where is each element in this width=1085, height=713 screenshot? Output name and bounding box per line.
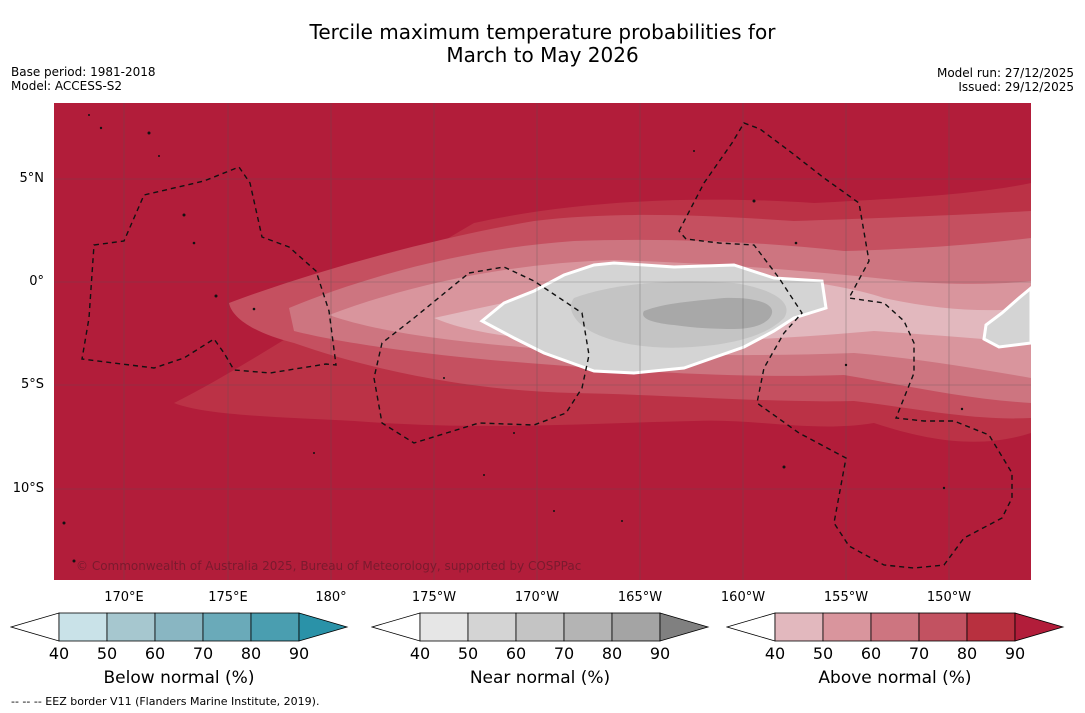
legend-near-tick: 60 (505, 644, 527, 663)
legend-below-label: Below normal (%) (103, 668, 255, 688)
legend-below-swatch-2 (106, 612, 156, 642)
legend-above-tick: 50 (812, 644, 834, 663)
eez-borders (81, 122, 1013, 569)
legend-above-swatch-0 (726, 612, 776, 642)
lat-label-0: 0° (29, 274, 44, 289)
legend-below-tick: 70 (192, 644, 214, 663)
lon-label-160w: 160°W (720, 590, 766, 605)
legend-near-label: Near normal (%) (469, 668, 611, 688)
near-normal-region-east (982, 286, 1031, 349)
legend-above-tick: 70 (908, 644, 930, 663)
legend-near-swatch-6 (659, 612, 710, 642)
legend-above-label: Above normal (%) (818, 668, 972, 688)
legend-above-swatch-3 (870, 612, 920, 642)
lon-label-175e: 175°E (208, 590, 248, 605)
legend-near-swatch-3 (515, 612, 565, 642)
legend-below-tick: 60 (144, 644, 166, 663)
legend-below-tick: 50 (96, 644, 118, 663)
legend-above-tick: 90 (1004, 644, 1026, 663)
probability-map: © Commonwealth of Australia 2025, Bureau… (54, 103, 1031, 580)
lon-label-150w: 150°W (926, 590, 972, 605)
legend-above-swatch-5 (966, 612, 1016, 642)
legend-near-swatch-5 (611, 612, 661, 642)
legend-below-swatch-5 (250, 612, 300, 642)
title-line-1: Tercile maximum temperature probabilitie… (309, 20, 776, 44)
legend-below-swatch-4 (202, 612, 252, 642)
lon-label-170w: 170°W (514, 590, 560, 605)
legend-bar-above (726, 612, 1065, 642)
islands (62, 114, 964, 563)
legend-near-tick: 80 (601, 644, 623, 663)
legend-above-swatch-4 (918, 612, 968, 642)
legend-near-swatch-2 (467, 612, 517, 642)
eez-tokelau (373, 266, 590, 444)
chart-title: Tercile maximum temperature probabilitie… (0, 21, 1085, 67)
legend-near-swatch-4 (563, 612, 613, 642)
legend-below-swatch-6 (298, 612, 349, 642)
legend-near-tick: 50 (457, 644, 479, 663)
near-band-70 (643, 297, 773, 329)
lat-label-5s: 5°S (20, 377, 44, 392)
legend-near-tick: 40 (409, 644, 431, 663)
base-info: Base period: 1981-2018 Model: ACCESS-S2 (11, 65, 156, 93)
legend-above-swatch-6 (1014, 612, 1065, 642)
copyright-notice: © Commonwealth of Australia 2025, Bureau… (76, 559, 581, 573)
eez-kiribati-west (81, 166, 337, 374)
issued-date: Issued: 29/12/2025 (958, 80, 1074, 94)
legend-near-swatch-1 (419, 612, 469, 642)
legend-above-tick: 60 (860, 644, 882, 663)
legend-above-tick: 40 (764, 644, 786, 663)
lon-label-180: 180° (315, 590, 347, 605)
eez-line-islands (678, 122, 1013, 569)
legend-bar-below (10, 612, 349, 642)
lat-label-10s: 10°S (12, 481, 44, 496)
base-period: Base period: 1981-2018 (11, 65, 156, 79)
legend-below-swatch-3 (154, 612, 204, 642)
legend-near-tick: 70 (553, 644, 575, 663)
graticule (54, 103, 1031, 580)
legend-below-tick: 90 (288, 644, 310, 663)
lat-label-5n: 5°N (19, 171, 45, 186)
lon-label-155w: 155°W (823, 590, 869, 605)
legend-below-tick: 40 (48, 644, 70, 663)
lon-label-165w: 165°W (617, 590, 663, 605)
model-name: Model: ACCESS-S2 (11, 79, 123, 93)
lon-label-170e: 170°E (104, 590, 144, 605)
eez-footnote: -- -- -- EEZ border V11 (Flanders Marine… (11, 695, 320, 708)
run-info: Model run: 27/12/2025 Issued: 29/12/2025 (937, 66, 1074, 94)
lon-label-175w: 175°W (411, 590, 457, 605)
legend-below-swatch-1 (58, 612, 108, 642)
legend-above-tick: 80 (956, 644, 978, 663)
legend-near-tick: 90 (649, 644, 671, 663)
legend-below-swatch-0 (10, 612, 60, 642)
model-run: Model run: 27/12/2025 (936, 66, 1074, 80)
title-line-2: March to May 2026 (446, 43, 639, 67)
legend-below-tick: 80 (240, 644, 262, 663)
legend-above-swatch-2 (822, 612, 872, 642)
legend-near-swatch-0 (371, 612, 421, 642)
legend-above-swatch-1 (774, 612, 824, 642)
legend-bar-near (371, 612, 710, 642)
